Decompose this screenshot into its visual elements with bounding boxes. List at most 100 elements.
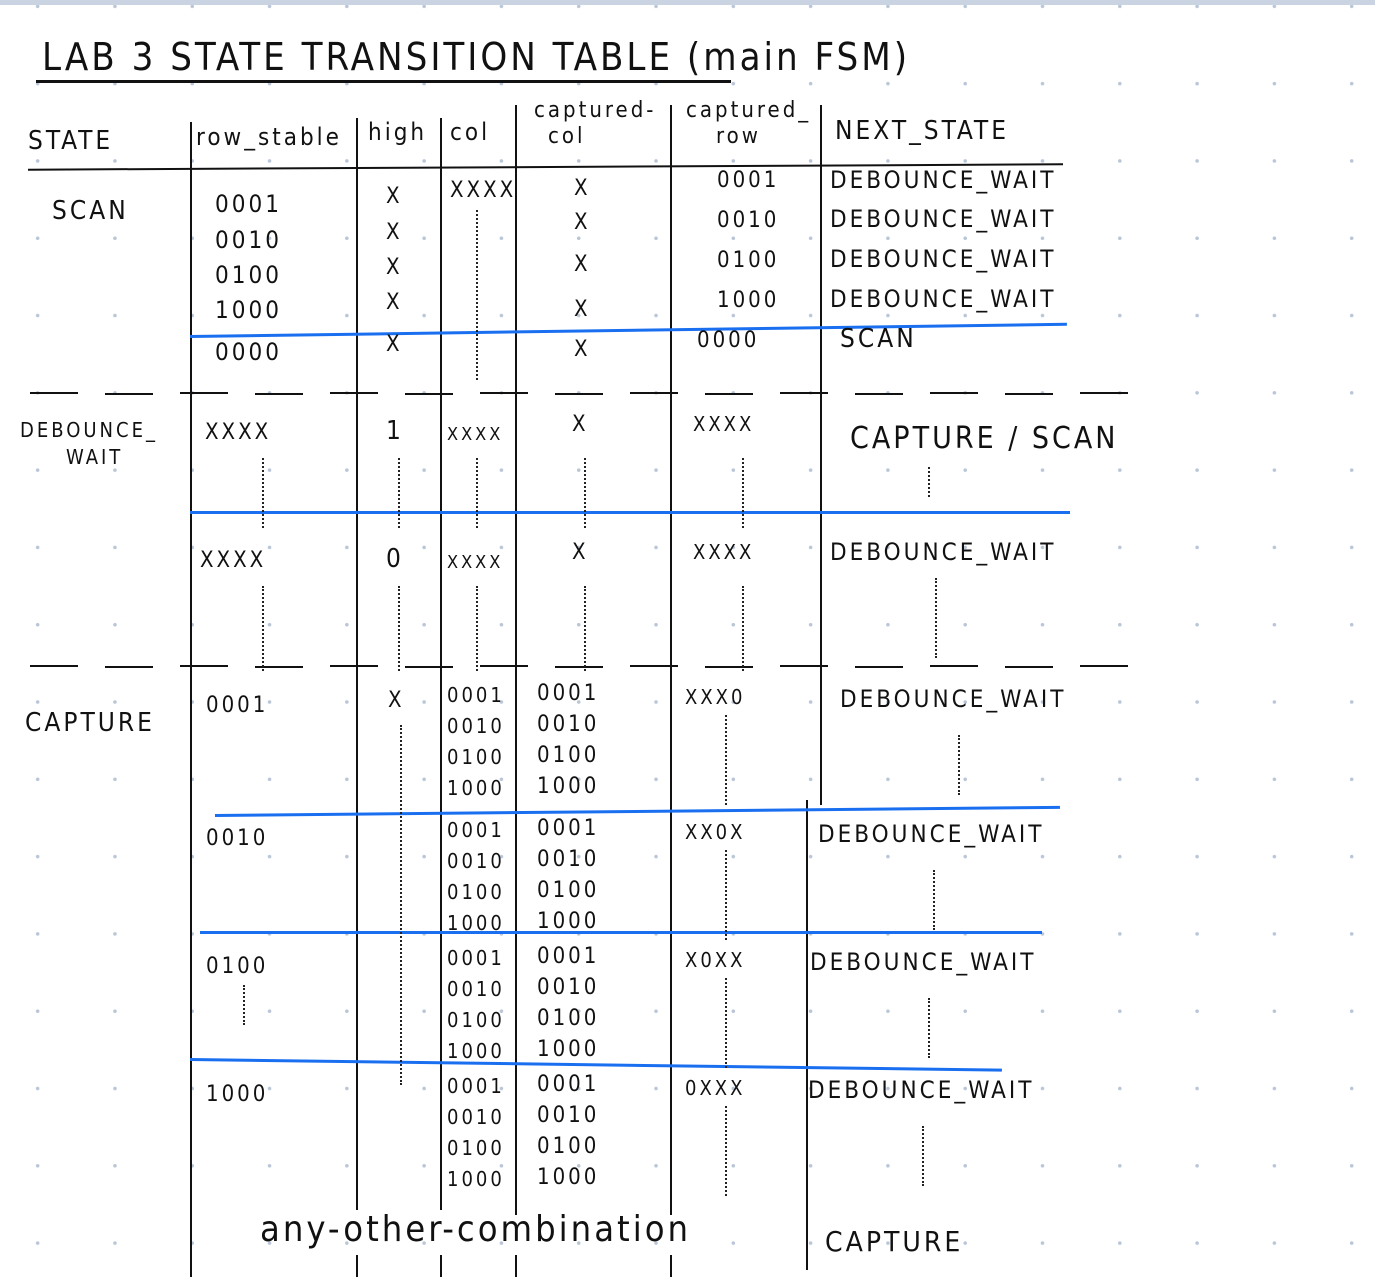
- cell-high: X: [386, 220, 403, 245]
- section-separator: [30, 665, 78, 668]
- cell-captured-col: 1000: [537, 909, 600, 934]
- cell-next-state: DEBOUNCE_WAIT: [818, 820, 1045, 848]
- cell-next-state: DEBOUNCE_WAIT: [830, 285, 1057, 313]
- cell-row-stable: XXXX: [200, 548, 267, 573]
- header-captured-col: col: [548, 124, 586, 149]
- section-separator: [855, 393, 903, 396]
- continuation-dots: [935, 578, 937, 658]
- section-separator: [930, 392, 978, 395]
- cell-high: X: [386, 255, 403, 280]
- continuation-dots: [725, 715, 727, 805]
- continuation-dots: [398, 458, 400, 528]
- cell-row-stable: 0100: [215, 261, 282, 289]
- cell-captured-col: 0010: [537, 975, 600, 1000]
- section-separator: [405, 393, 453, 396]
- cell-captured-col: 0100: [537, 1006, 600, 1031]
- cell-row-stable: 1000: [206, 1082, 269, 1107]
- header-high: high: [368, 118, 428, 146]
- state-debounce-wait: WAIT: [66, 445, 124, 469]
- state-capture: CAPTURE: [25, 708, 155, 738]
- column-divider: [515, 1180, 517, 1210]
- cell-col: 1000: [447, 1039, 505, 1063]
- row-divider: [190, 511, 1070, 514]
- column-divider: [820, 105, 822, 805]
- continuation-dots: [742, 586, 744, 671]
- section-separator: [30, 392, 78, 395]
- cell-col: 0100: [447, 1136, 505, 1160]
- section-separator: [780, 665, 828, 668]
- cell-captured-col: 1000: [537, 1165, 600, 1190]
- column-divider: [806, 800, 808, 1270]
- cell-captured-row: 0010: [717, 208, 780, 233]
- cell-next-state: DEBOUNCE_WAIT: [830, 205, 1057, 233]
- cell-col: XXXX: [450, 178, 517, 203]
- cell-captured-col: 0001: [537, 681, 600, 706]
- cell-next-state: SCAN: [840, 324, 917, 354]
- cell-row-stable: 0000: [215, 338, 282, 366]
- continuation-dots: [243, 985, 245, 1025]
- cell-captured-col: 1000: [537, 1037, 600, 1062]
- section-separator: [105, 393, 153, 396]
- section-separator: [1080, 392, 1128, 395]
- continuation-dots: [725, 978, 727, 1068]
- row-divider: [200, 931, 1042, 934]
- cell-high: X: [386, 290, 403, 315]
- cell-captured-col: 1000: [537, 774, 600, 799]
- cell-next-state: DEBOUNCE_WAIT: [808, 1076, 1035, 1104]
- cell-col: XXXX: [447, 552, 504, 573]
- cell-col: 0010: [447, 1105, 505, 1129]
- cell-col: 0100: [447, 1008, 505, 1032]
- cell-captured-row: XXX0: [685, 685, 746, 709]
- cell-col: 0010: [447, 977, 505, 1001]
- column-divider: [670, 1180, 672, 1210]
- cell-captured-col: 0001: [537, 944, 600, 969]
- continuation-dots: [725, 850, 727, 940]
- section-separator: [480, 665, 528, 668]
- cell-captured-col: 0010: [537, 847, 600, 872]
- header-captured-row: captured_: [686, 98, 812, 123]
- column-divider: [356, 1255, 358, 1277]
- cell-high: 1: [386, 416, 404, 446]
- cell-row-stable: 0100: [206, 954, 269, 979]
- continuation-dots: [476, 458, 478, 528]
- cell-row-stable: 0010: [215, 226, 282, 254]
- cell-col: 0010: [447, 714, 505, 738]
- continuation-dots: [262, 458, 264, 528]
- section-separator: [930, 665, 978, 668]
- cell-high: 0: [386, 544, 404, 574]
- header-next-state: NEXT_STATE: [835, 116, 1009, 146]
- column-divider: [670, 105, 672, 1215]
- continuation-dots: [928, 998, 930, 1058]
- cell-col: 1000: [447, 776, 505, 800]
- section-separator: [780, 392, 828, 395]
- cell-next-state: DEBOUNCE_WAIT: [840, 685, 1067, 713]
- cell-col: 1000: [447, 911, 505, 935]
- cell-captured-col: 0001: [537, 816, 600, 841]
- cell-row-stable: 1000: [215, 296, 282, 324]
- cell-captured-col: X: [574, 176, 591, 201]
- cell-row-stable: XXXX: [205, 420, 272, 445]
- cell-col: 0001: [447, 1074, 505, 1098]
- continuation-dots: [725, 1106, 727, 1196]
- continuation-dots: [476, 210, 478, 380]
- cell-row-stable: 0010: [206, 826, 269, 851]
- column-divider: [356, 118, 358, 1208]
- column-divider: [440, 1255, 442, 1277]
- continuation-dots: [476, 586, 478, 671]
- row-divider: [189, 322, 1067, 338]
- cell-captured-col: X: [572, 540, 589, 565]
- cell-row-stable: 0001: [215, 190, 282, 218]
- cell-captured-row: 1000: [717, 288, 780, 313]
- page-title: LAB 3 STATE TRANSITION TABLE (main FSM): [42, 35, 911, 79]
- other-combination-label: any-other-combination: [260, 1209, 692, 1250]
- cell-captured-row: XXXX: [693, 540, 755, 564]
- cell-high: X: [386, 332, 403, 357]
- continuation-dots: [584, 458, 586, 528]
- continuation-dots: [742, 458, 744, 528]
- cell-high: X: [388, 688, 405, 713]
- cell-captured-col: 0100: [537, 743, 600, 768]
- cell-next-state: DEBOUNCE_WAIT: [830, 538, 1057, 566]
- cell-next-state: CAPTURE: [825, 1225, 964, 1258]
- cell-next-state: DEBOUNCE_WAIT: [810, 948, 1037, 976]
- header-captured-col: captured-: [534, 98, 657, 123]
